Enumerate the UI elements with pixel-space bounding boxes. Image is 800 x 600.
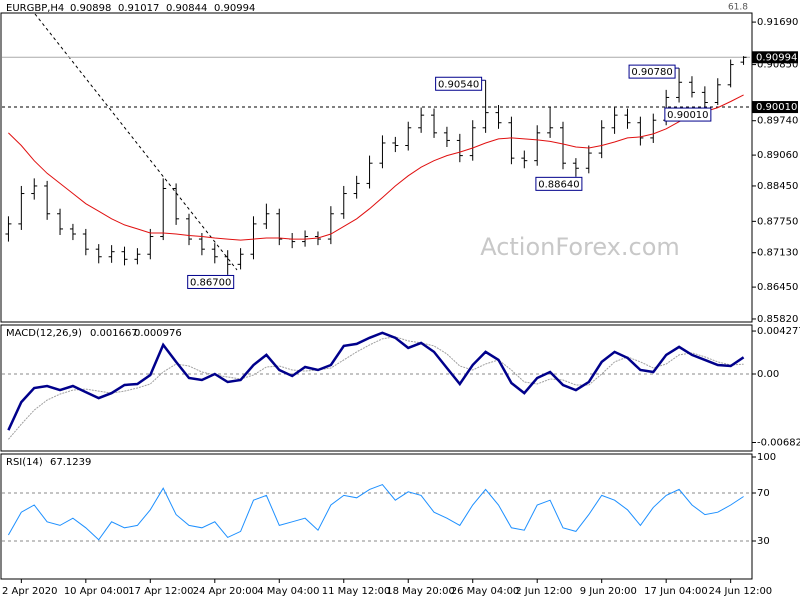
price-tag bbox=[752, 51, 798, 64]
y-tick-label: 0.86450 bbox=[757, 282, 798, 293]
panel-frame bbox=[0, 453, 753, 580]
x-tick-label: 9 Jun 20:00 bbox=[580, 586, 637, 597]
header-value: 0.90994 bbox=[214, 3, 255, 14]
y-tick-label: 0.90850 bbox=[757, 60, 798, 71]
y-tick-label: 0.89740 bbox=[757, 116, 798, 127]
x-tick-label: 18 May 20:00 bbox=[386, 586, 455, 597]
x-tick-label: 2 Apr 2020 bbox=[2, 586, 57, 597]
y-tick-label: 0.85820 bbox=[757, 314, 798, 325]
annotation-box bbox=[628, 64, 676, 79]
y-tick-label: 0.88450 bbox=[757, 181, 798, 192]
chart-title: EURGBP,H4 bbox=[6, 3, 64, 14]
y-tick-label: 70 bbox=[757, 488, 770, 499]
x-tick-label: 2 Jun 12:00 bbox=[515, 586, 572, 597]
x-tick-label: 11 May 12:00 bbox=[322, 586, 391, 597]
annotation-label: 0.90010 bbox=[667, 110, 708, 121]
annotation-box bbox=[664, 107, 712, 122]
annotation-box bbox=[535, 176, 583, 191]
indicator-line bbox=[7, 484, 744, 541]
header-value: 0.91017 bbox=[118, 3, 159, 14]
price-tag-label: 0.90010 bbox=[756, 102, 797, 113]
y-tick-label: 0.89060 bbox=[757, 150, 798, 161]
indicator-value: 0.000976 bbox=[134, 328, 182, 339]
annotation-label: 0.86700 bbox=[190, 277, 231, 288]
panel-frame bbox=[0, 12, 753, 323]
annotation-box bbox=[187, 274, 235, 289]
indicator-value: 67.1239 bbox=[50, 457, 91, 468]
annotation-label: 0.88640 bbox=[538, 179, 579, 190]
indicator-value: 0.001667 bbox=[90, 328, 138, 339]
indicator-line bbox=[8, 336, 744, 440]
indicator-title: MACD(12,26,9) bbox=[6, 328, 82, 339]
panel-frame bbox=[0, 324, 753, 452]
price-tag-label: 0.90994 bbox=[756, 52, 797, 63]
x-tick-label: 4 May 04:00 bbox=[257, 586, 319, 597]
annotation-label: 0.90540 bbox=[438, 79, 479, 90]
x-tick-label: 24 Apr 20:00 bbox=[193, 586, 258, 597]
price-tag bbox=[752, 101, 798, 114]
x-tick-label: 10 Apr 04:00 bbox=[64, 586, 129, 597]
y-tick-label: 30 bbox=[757, 536, 770, 547]
header-value: 0.90898 bbox=[70, 3, 111, 14]
indicator-title: RSI(14) bbox=[6, 457, 43, 468]
annotation-label: 0.90780 bbox=[631, 67, 672, 78]
y-tick-label: 0.004277 bbox=[757, 326, 800, 337]
fib-level-label: 61.8 bbox=[728, 3, 748, 13]
fibo-trendline bbox=[34, 13, 238, 271]
annotation-box bbox=[435, 76, 483, 91]
y-tick-label: 0.00 bbox=[757, 369, 779, 380]
moving-average bbox=[8, 94, 744, 241]
watermark: ActionForex.com bbox=[480, 233, 680, 261]
header-value: 0.90844 bbox=[166, 3, 207, 14]
y-tick-label: 0.87750 bbox=[757, 216, 798, 227]
y-tick-label: 0.87130 bbox=[757, 248, 798, 259]
x-tick-label: 26 May 04:00 bbox=[451, 586, 520, 597]
y-tick-label: 100 bbox=[757, 452, 776, 463]
x-tick-label: 17 Jun 04:00 bbox=[644, 586, 708, 597]
x-tick-label: 17 Apr 12:00 bbox=[128, 586, 193, 597]
y-tick-label: 0.91690 bbox=[757, 17, 798, 28]
y-tick-label: -0.006824 bbox=[757, 438, 800, 449]
x-tick-label: 24 Jun 12:00 bbox=[709, 586, 773, 597]
indicator-line bbox=[7, 331, 745, 431]
